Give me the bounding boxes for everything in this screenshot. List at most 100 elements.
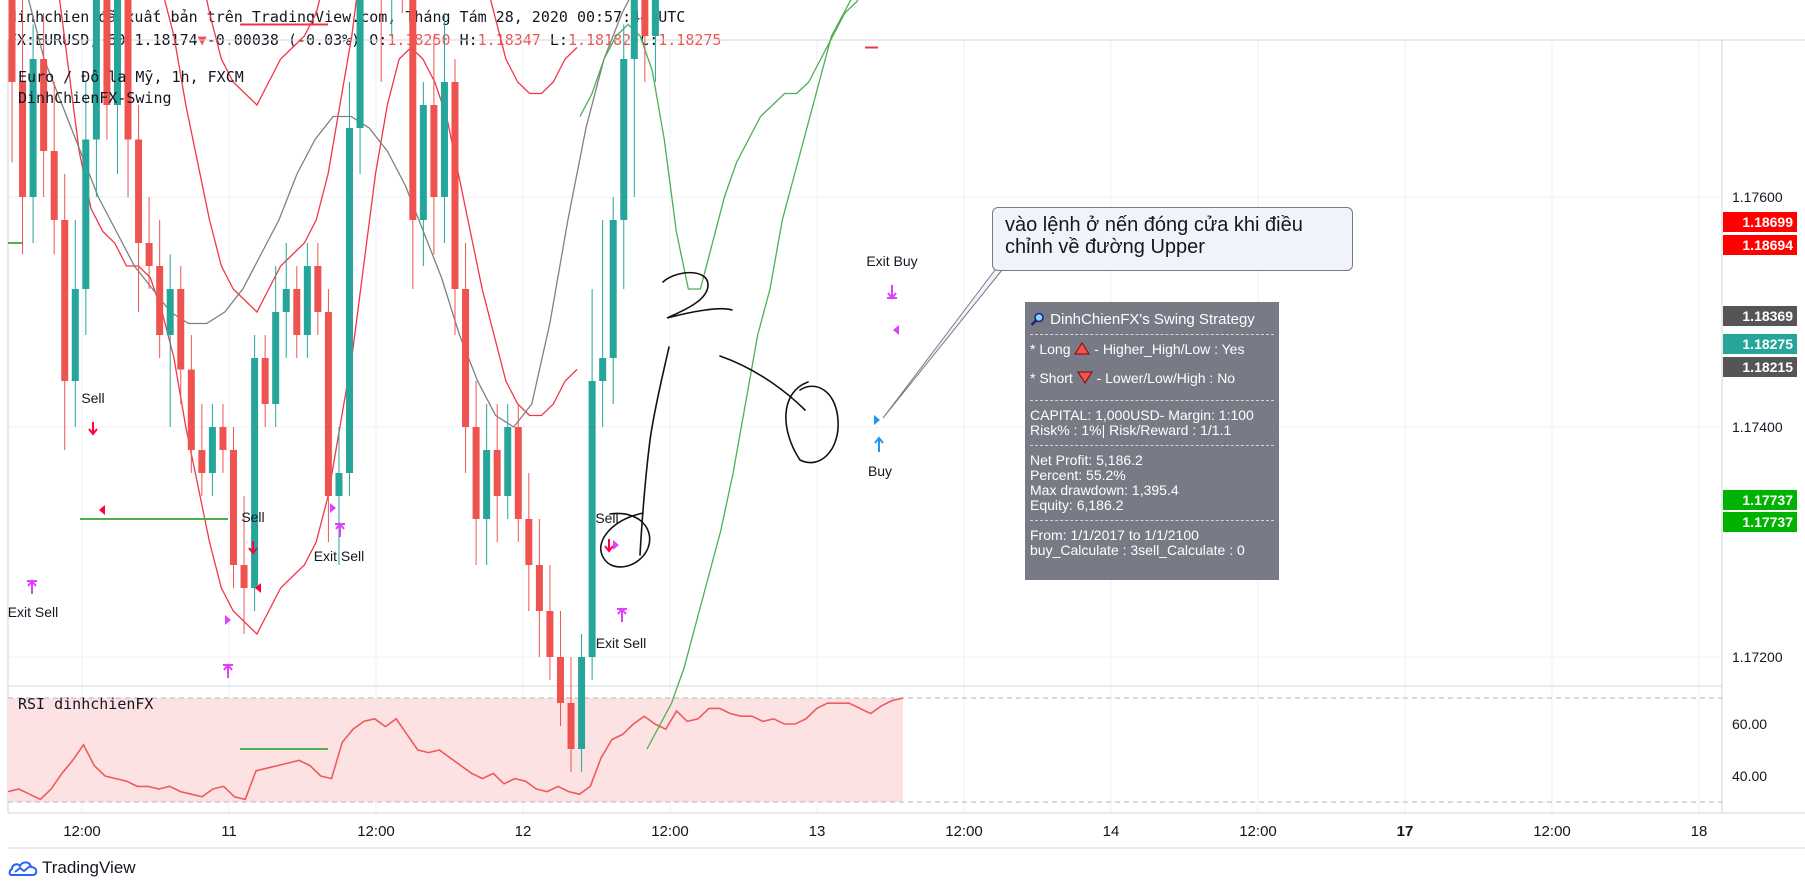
- candle-body: [251, 358, 259, 588]
- candle-body: [651, 0, 659, 36]
- candle-body: [71, 289, 79, 381]
- instrument-label[interactable]: Euro / Đô la Mỹ, 1h, FXCM: [18, 68, 244, 86]
- rsi-title[interactable]: RSI dinhchienFX: [18, 695, 154, 713]
- rsi-tick-label: 40.00: [1732, 768, 1767, 784]
- candle-body: [208, 427, 216, 473]
- time-tick-label: 18: [1691, 823, 1708, 840]
- indicator-label[interactable]: DinhChienFX-Swing: [18, 89, 172, 107]
- short-detail: - Lower/Low/High : No: [1096, 370, 1236, 386]
- annotation-text: vào lệnh ở nến đóng cửa khi điều chỉnh v…: [1005, 214, 1303, 258]
- center-grey-line: [28, 0, 630, 428]
- candle: [546, 565, 554, 680]
- candle: [335, 427, 343, 565]
- rsi-line: [7, 697, 904, 801]
- candle: [493, 404, 501, 542]
- candle-body: [483, 450, 491, 519]
- candle: [462, 243, 470, 473]
- candle-body: [19, 82, 27, 197]
- entry-triangle: [255, 583, 261, 593]
- candle-body: [113, 0, 121, 105]
- candle-body: [314, 266, 322, 312]
- candle: [409, 0, 417, 289]
- candle: [346, 82, 354, 496]
- buy-label: Buy: [868, 463, 892, 479]
- candle-body: [61, 220, 69, 381]
- candles: [8, 0, 659, 772]
- candle-body: [419, 105, 427, 220]
- candle-body: [493, 450, 501, 496]
- candle: [50, 82, 58, 255]
- tooltip-title-row: DinhChienFX's Swing Strategy: [1030, 312, 1274, 327]
- tradingview-logo[interactable]: TradingView: [8, 858, 136, 878]
- green-band-lower: [646, 0, 852, 750]
- candle-body: [261, 358, 269, 404]
- candle: [92, 0, 100, 197]
- handwritten-two: [662, 271, 733, 319]
- candle-body: [50, 151, 58, 220]
- price-tick-label: 1.17400: [1732, 419, 1783, 435]
- candle-body: [609, 220, 617, 358]
- candle: [40, 13, 48, 197]
- long-detail: - Higher_High/Low : Yes: [1094, 341, 1245, 357]
- candle-body: [588, 381, 596, 657]
- current-price-tag: 1.18275: [1723, 334, 1797, 354]
- time-tick-label: 12:00: [63, 823, 101, 840]
- capital-line: CAPITAL: 1,000USD- Margin: 1:100: [1030, 407, 1254, 423]
- sell-arrow-head: [604, 545, 614, 553]
- candle: [208, 404, 216, 496]
- time-tick-label: 12:00: [1239, 823, 1277, 840]
- candle: [293, 266, 301, 358]
- candle-body: [230, 450, 237, 565]
- sell-arrow-head: [248, 547, 258, 555]
- candle-body: [556, 657, 564, 703]
- candle-body: [145, 243, 153, 266]
- brand-name: TradingView: [42, 858, 136, 877]
- candle-body: [620, 59, 628, 220]
- candle: [419, 82, 427, 266]
- price-tag: 1.18215: [1723, 357, 1797, 377]
- candle: [588, 289, 596, 680]
- date-range-line: From: 1/1/2017 to 1/1/2100: [1030, 527, 1199, 543]
- exit-arrow-head: [27, 579, 37, 587]
- time-tick-label: 11: [221, 823, 237, 840]
- exit-buy-label: Exit Buy: [866, 253, 917, 269]
- candle: [145, 197, 153, 289]
- candle-body: [430, 105, 438, 197]
- candle-body: [293, 289, 301, 335]
- candle-body: [440, 82, 448, 197]
- candle: [29, 24, 37, 243]
- candle: [113, 0, 121, 174]
- price-tag: 1.17737: [1723, 512, 1797, 532]
- candle-body: [303, 266, 311, 335]
- candle: [380, 0, 382, 82]
- candle-body: [356, 0, 364, 128]
- candle-body: [29, 59, 37, 197]
- time-tick-label: 17: [1397, 823, 1414, 840]
- sell-label: Sell: [241, 509, 264, 525]
- candle: [440, 13, 448, 243]
- candle-body: [282, 289, 290, 312]
- signal-markers: Sell Sell Sell Exit Sell Exit Sell Exit Sell B…: [8, 253, 918, 678]
- rsi-tick-label: 60.00: [1732, 716, 1767, 732]
- annotation-callout[interactable]: vào lệnh ở nến đóng cửa khi điều chỉnh v…: [992, 207, 1353, 271]
- triangle-down-icon: [1076, 371, 1093, 384]
- candle-body: [103, 0, 111, 105]
- candle-body: [567, 703, 575, 749]
- candle-body: [630, 0, 638, 59]
- candle-body: [324, 312, 332, 496]
- candle: [103, 0, 111, 140]
- candle: [135, 105, 143, 312]
- candle-body: [641, 0, 649, 36]
- candle-body: [92, 0, 100, 140]
- time-tick-label: 12:00: [357, 823, 395, 840]
- candle-body: [156, 266, 164, 335]
- candle: [71, 220, 79, 427]
- net-profit-line: Net Profit: 5,186.2: [1030, 452, 1143, 468]
- exit-arrow-head: [223, 663, 233, 671]
- divider: [1030, 334, 1274, 335]
- candle: [641, 0, 649, 82]
- candle: [8, 0, 16, 163]
- entry-triangle: [330, 503, 336, 513]
